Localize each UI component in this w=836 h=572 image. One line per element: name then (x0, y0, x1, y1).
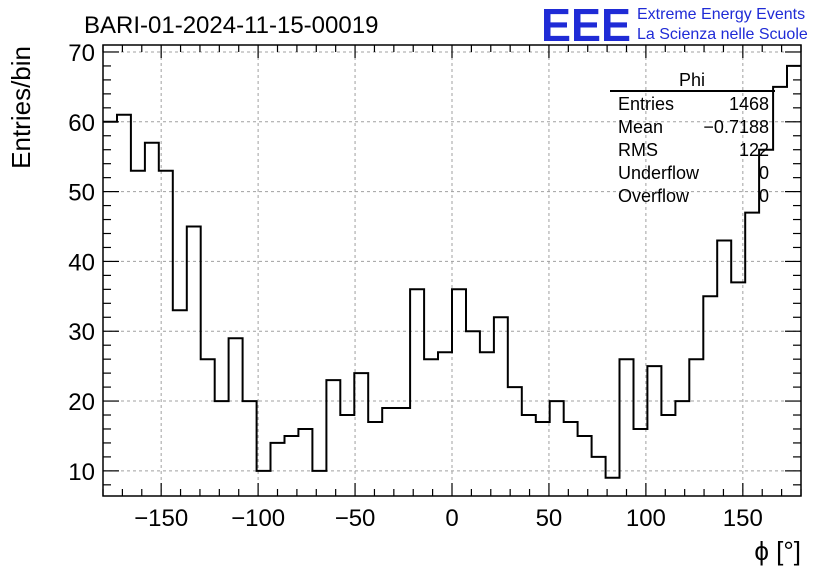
x-tick-label: −50 (335, 505, 376, 532)
stats-row-label: Underflow (618, 163, 700, 183)
x-tick-label: −150 (134, 505, 188, 532)
x-tick-label: 150 (723, 505, 763, 532)
stats-row-value: 0 (759, 163, 769, 183)
logo-line-2: La Scienza nelle Scuole (637, 26, 808, 43)
logo-line-1: Extreme Energy Events (637, 6, 805, 23)
eee-logo: EEE Extreme Energy Events La Scienza nel… (541, 0, 808, 51)
eee-logo-mark: EEE (541, 0, 631, 51)
y-tick-label: 10 (68, 459, 95, 486)
stats-row-label: Entries (618, 94, 674, 114)
y-tick-label: 50 (68, 180, 95, 207)
histogram-series (103, 64, 801, 479)
x-tick-label: 100 (626, 505, 666, 532)
grid-lines (103, 45, 801, 496)
run-title: BARI-01-2024-11-15-00019 (84, 12, 378, 39)
stats-row-label: RMS (618, 140, 658, 160)
x-tick-label: −100 (231, 505, 285, 532)
y-tick-labels: 10 20 30 40 50 60 70 (68, 40, 95, 486)
stats-box-title: Phi (679, 70, 705, 90)
y-axis-label: Entries/bin (6, 46, 36, 169)
x-axis-label: ϕ [°] (754, 536, 801, 566)
x-tick-label: 50 (536, 505, 563, 532)
stats-row-value: 0 (759, 186, 769, 206)
axis-ticks (102, 45, 802, 496)
x-tick-label: 0 (445, 505, 458, 532)
y-tick-label: 30 (68, 319, 95, 346)
stats-row-value: 122 (739, 140, 769, 160)
stats-row-value: 1468 (729, 94, 769, 114)
stats-row-label: Overflow (618, 186, 690, 206)
y-tick-label: 20 (68, 389, 95, 416)
stats-row-label: Mean (618, 117, 663, 137)
stats-box: Phi Entries 1468 Mean −0.7188 RMS 122 Underflo… (610, 70, 775, 206)
y-tick-label: 70 (68, 40, 95, 67)
y-tick-label: 60 (68, 110, 95, 137)
y-tick-label: 40 (68, 249, 95, 276)
x-tick-labels: −150 −100 −50 0 50 100 150 (134, 505, 763, 532)
stats-row-value: −0.7188 (703, 117, 769, 137)
